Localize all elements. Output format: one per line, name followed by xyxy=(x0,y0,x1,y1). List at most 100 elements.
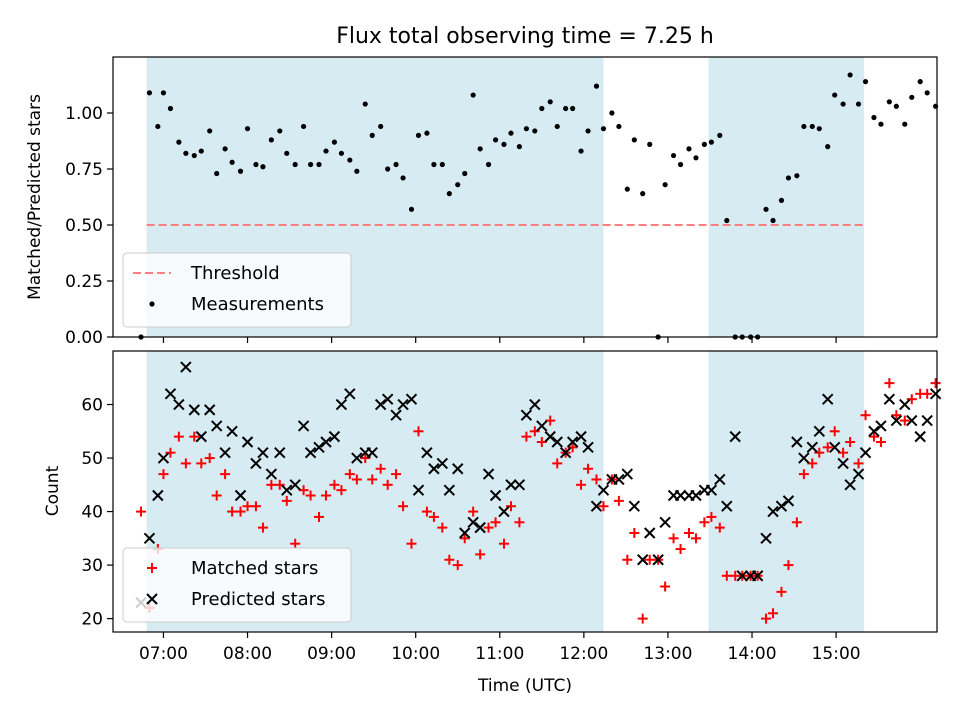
matched-star-point xyxy=(922,388,933,399)
measurement-point xyxy=(268,137,274,143)
predicted-star-point xyxy=(544,430,556,443)
predicted-star-point xyxy=(164,388,177,400)
legend-entry: Threshold xyxy=(190,263,280,284)
matched-star-point xyxy=(529,426,540,437)
matched-star-point xyxy=(290,538,301,549)
measurement-point xyxy=(485,161,492,168)
predicted-star-point xyxy=(559,446,572,459)
predicted-star-point xyxy=(921,414,933,427)
predicted-star-point xyxy=(767,505,779,518)
measurement-point xyxy=(770,217,776,224)
predicted-star-point xyxy=(274,446,286,459)
measurement-point xyxy=(253,161,259,168)
predicted-star-point xyxy=(351,452,363,464)
matched-star-point xyxy=(829,426,840,437)
matched-star-point xyxy=(536,436,547,447)
predicted-star-point xyxy=(791,436,803,448)
matched-star-point xyxy=(505,501,516,512)
predicted-star-point xyxy=(852,468,865,480)
legend-swatch xyxy=(147,563,157,573)
predicted-star-point xyxy=(628,500,641,512)
top-y-tick-label: 1.00 xyxy=(65,104,103,124)
predicted-star-point xyxy=(513,479,526,491)
predicted-star-point xyxy=(452,463,464,475)
measurement-point xyxy=(347,157,353,163)
measurement-point xyxy=(316,161,322,168)
predicted-star-point xyxy=(489,489,502,502)
legend-box xyxy=(122,547,352,623)
matched-star-point xyxy=(158,469,169,480)
measurement-point xyxy=(554,123,560,130)
predicted-star-point xyxy=(652,554,664,566)
predicted-star-point xyxy=(721,500,733,512)
bottom-legend: Matched stars Predicted stars xyxy=(122,547,352,623)
matched-star-point xyxy=(576,479,587,490)
measurement-point xyxy=(369,132,375,138)
matched-star-point xyxy=(930,378,941,389)
top-y-tick-label: 0.25 xyxy=(65,272,103,292)
x-tick-label: 15:00 xyxy=(812,644,861,664)
ratio-panel: 0.00 0.25 0.50 0.75 1.00 Matched/Predicted s… xyxy=(25,56,939,348)
measurement-point xyxy=(794,173,800,179)
measurement-point xyxy=(277,128,283,134)
matched-star-point xyxy=(490,517,501,528)
measurement-point xyxy=(878,121,884,127)
x-tick-label: 14:00 xyxy=(728,644,777,664)
measurement-point xyxy=(616,123,622,130)
matched-star-point xyxy=(838,447,849,458)
matched-star-point xyxy=(706,511,717,522)
matched-star-point xyxy=(281,495,292,506)
measurement-point xyxy=(547,99,553,105)
bottom-y-axis-label: Count xyxy=(43,465,63,516)
predicted-star-point xyxy=(690,489,702,502)
matched-star-point xyxy=(613,495,624,506)
matched-star-point xyxy=(660,581,671,592)
measurement-point xyxy=(331,139,338,145)
predicted-star-point xyxy=(906,414,918,427)
matched-star-point xyxy=(382,479,393,490)
matched-star-point xyxy=(567,442,578,453)
matched-star-point xyxy=(242,501,253,512)
matched-star-point xyxy=(406,538,417,549)
predicted-star-point xyxy=(813,425,825,437)
measurement-point xyxy=(585,128,591,134)
predicted-star-point xyxy=(397,398,409,411)
measurement-point xyxy=(492,137,499,143)
bottom-y-tick-label: 20 xyxy=(81,610,103,630)
measurement-point xyxy=(455,182,461,188)
matched-star-point xyxy=(428,511,439,522)
matched-star-point xyxy=(180,458,191,469)
predicted-star-point xyxy=(899,398,911,411)
predicted-star-point xyxy=(257,446,269,459)
predicted-star-point xyxy=(195,430,207,443)
measurement-point xyxy=(439,161,445,168)
measurement-point xyxy=(778,197,785,203)
measurement-point xyxy=(539,105,545,112)
top-plot-frame xyxy=(112,56,938,338)
measurement-point xyxy=(578,148,584,154)
matched-star-point xyxy=(475,549,486,560)
predicted-star-point xyxy=(828,441,841,454)
measurement-point xyxy=(609,110,615,116)
matched-star-point xyxy=(459,533,470,544)
measurement-point xyxy=(816,126,822,132)
predicted-star-point xyxy=(281,484,293,496)
measurement-point xyxy=(214,170,220,177)
matched-star-point xyxy=(683,527,694,538)
measurement-point xyxy=(323,148,329,154)
predicted-star-point xyxy=(482,468,495,480)
predicted-star-point xyxy=(152,489,164,502)
predicted-star-point xyxy=(890,414,903,427)
measurement-point xyxy=(237,168,244,174)
predicted-star-point xyxy=(313,441,325,454)
predicted-star-point xyxy=(875,420,887,432)
predicted-star-point xyxy=(505,479,517,491)
measurement-point xyxy=(593,83,600,89)
measurement-point xyxy=(785,175,792,181)
measurement-point xyxy=(155,123,161,130)
legend-entry: Matched stars xyxy=(191,558,318,579)
measurement-point xyxy=(378,123,384,130)
matched-star-point xyxy=(514,517,525,528)
predicted-star-point xyxy=(289,479,301,491)
